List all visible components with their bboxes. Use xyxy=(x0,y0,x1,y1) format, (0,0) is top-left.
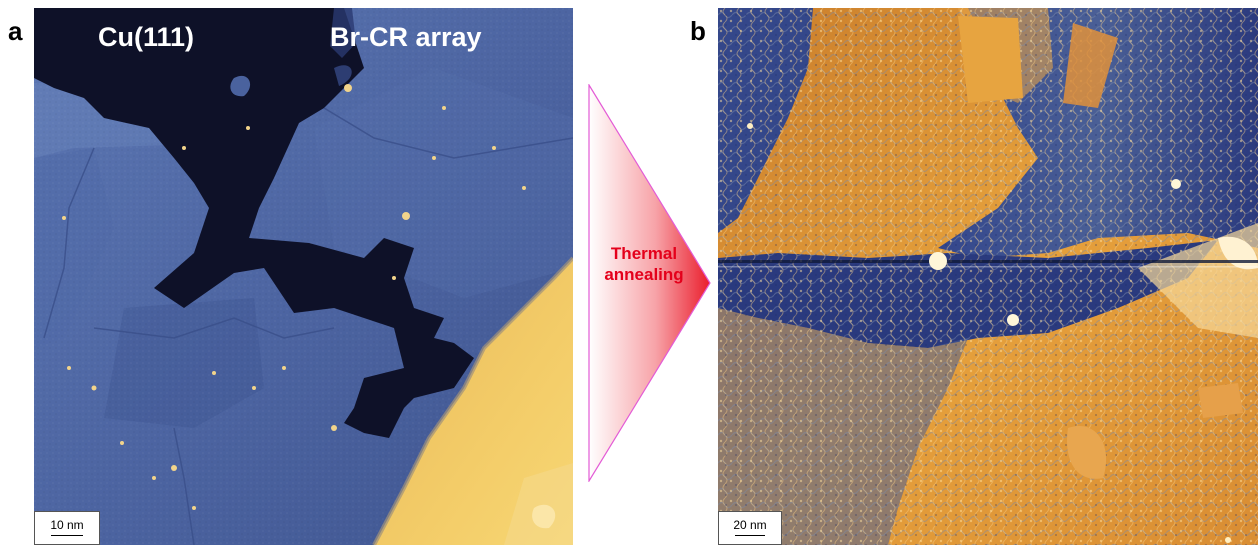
scalebar-b-text: 20 nm xyxy=(733,518,767,532)
substrate-label: Cu(111) xyxy=(98,22,195,52)
thermal-annealing-arrow xyxy=(588,84,712,482)
arrow-label-line1: Thermal xyxy=(610,244,678,263)
scalebar-b-line xyxy=(735,535,765,536)
panel-letter-a: a xyxy=(8,16,23,46)
scalebar-a: 10 nm xyxy=(34,511,100,545)
scalebar-a-line xyxy=(51,535,83,536)
stm-image-b-graphic xyxy=(718,8,1258,545)
panel-letter-b: b xyxy=(690,16,706,46)
array-label: Br-CR array xyxy=(330,22,482,52)
arrow-triangle xyxy=(588,84,711,482)
scalebar-b: 20 nm xyxy=(718,511,782,545)
stm-image-b: 20 nm xyxy=(718,8,1258,545)
arrow-label: Thermal annealing xyxy=(592,243,696,285)
scalebar-a-text: 10 nm xyxy=(50,518,84,532)
stm-image-a: Cu(111) Br-CR array 10 nm xyxy=(34,8,573,545)
stm-image-a-graphic xyxy=(34,8,573,545)
arrow-label-line2: annealing xyxy=(604,265,684,284)
